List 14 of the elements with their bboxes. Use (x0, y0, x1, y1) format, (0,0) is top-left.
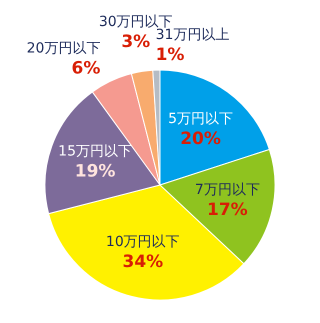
data-label: 6% (72, 58, 100, 78)
data-label: 34% (122, 252, 164, 272)
data-label: 17% (206, 200, 248, 220)
data-label: 20% (180, 129, 221, 150)
slice-label: 7万円以下 (194, 182, 260, 198)
slice-label: 30万円以下 (98, 14, 173, 30)
slice-label: 31万円以上 (156, 27, 230, 44)
slice-label: 15万円以下 (58, 144, 132, 160)
data-label: 1% (156, 45, 184, 66)
slice-label: 20万円以下 (26, 40, 100, 56)
data-label: 3% (121, 32, 150, 52)
slice-label: 10万円以下 (106, 234, 180, 250)
slice-label: 5万円以下 (168, 111, 234, 128)
data-label: 19% (74, 162, 116, 182)
